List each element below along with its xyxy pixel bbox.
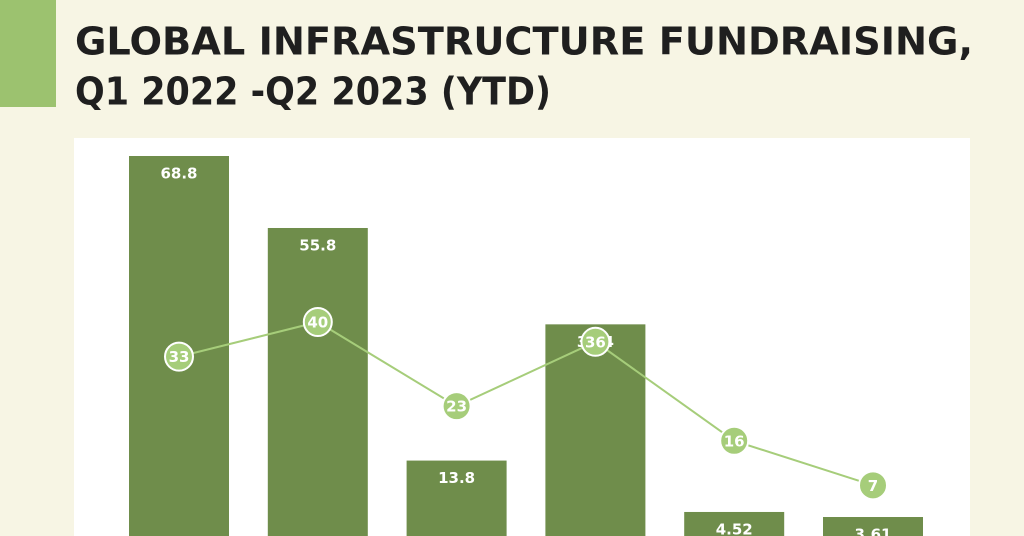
point-value-label: 16 xyxy=(724,432,745,450)
bar xyxy=(406,460,507,536)
chart-title: Q1 2022 -Q2 2023 (YTD) xyxy=(75,70,551,114)
line-point xyxy=(164,341,194,372)
line xyxy=(178,320,874,487)
point-value-label: 40 xyxy=(307,314,328,332)
line-point xyxy=(858,470,888,501)
point-value-label: 23 xyxy=(446,398,467,416)
bar xyxy=(267,227,368,536)
point-value-label: 33 xyxy=(169,348,190,366)
line-point xyxy=(441,391,472,422)
chart-title: GLOBAL INFRASTRUCTURE FUNDRAISING, xyxy=(75,20,973,64)
bar xyxy=(684,511,785,536)
accent-block xyxy=(0,0,56,107)
bar-value-label: 3.61 xyxy=(854,526,891,536)
bar-value-label: 4.52 xyxy=(716,520,753,536)
bar-value-label: 13.8 xyxy=(438,469,475,487)
bar xyxy=(823,517,923,536)
bar-value-label: 68.8 xyxy=(160,165,197,183)
bar-value-label: 55.8 xyxy=(299,236,336,254)
line-point xyxy=(719,425,750,456)
point-value-label: 7 xyxy=(868,477,878,495)
point-value-label: 36 xyxy=(585,333,606,351)
line-point xyxy=(580,326,611,357)
bar xyxy=(545,324,646,536)
line-point xyxy=(302,307,333,337)
